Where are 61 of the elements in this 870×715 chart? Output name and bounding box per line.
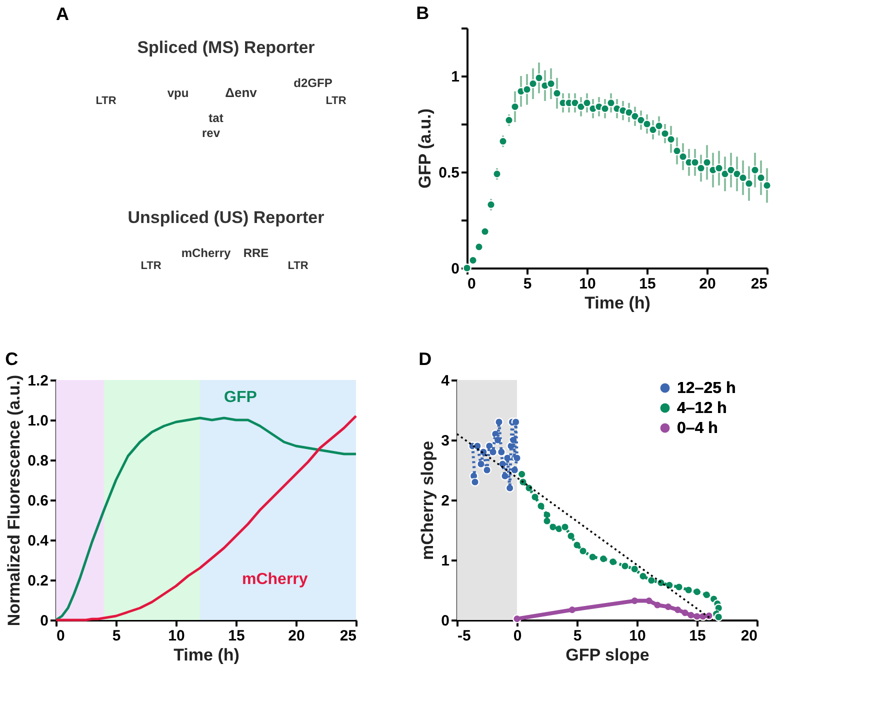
- y-tick-label: 0.8: [28, 452, 48, 470]
- text: tat: [208, 111, 224, 125]
- y-tick-label: 4: [441, 372, 450, 390]
- text: RRE: [243, 246, 269, 260]
- x-tick-label: 0: [513, 628, 522, 644]
- text: Unspliced (US) Reporter: [128, 208, 325, 227]
- y-tick-label: 0.6: [28, 492, 48, 510]
- y-tick-label: 0: [441, 612, 450, 630]
- x-tick-label: 15: [639, 276, 656, 292]
- x-axis-title: Time (h): [584, 294, 650, 312]
- x-tick-label: 10: [168, 628, 185, 644]
- y-tick-label: 2: [441, 492, 450, 510]
- y-tick-label: 0.2: [28, 572, 48, 590]
- text: rev: [202, 126, 220, 140]
- chart-title: D: [418, 349, 432, 369]
- chart-title: C: [5, 349, 18, 369]
- y-tick-label: 1.2: [28, 372, 48, 390]
- y-tick-label: 1: [451, 68, 460, 86]
- y-axis-title: GFP (a.u.): [416, 108, 435, 188]
- x-tick-label: 0: [468, 276, 476, 292]
- text: vpu: [167, 86, 189, 100]
- y-tick-label: 0: [451, 260, 460, 278]
- text: LTR: [140, 260, 162, 272]
- y-tick-label: 1.0: [28, 412, 48, 430]
- x-tick-label: 20: [288, 628, 305, 644]
- x-tick-label: 0: [56, 628, 65, 644]
- y-tick-label: 0.4: [28, 532, 50, 550]
- text: LTR: [96, 95, 116, 107]
- y-tick-label: 1: [441, 552, 450, 570]
- series-label: mCherry: [242, 571, 308, 588]
- x-tick-label: 10: [629, 628, 646, 644]
- x-tick-label: 5: [112, 628, 121, 644]
- text: LTR: [326, 95, 346, 107]
- x-tick-label: 10: [579, 276, 596, 292]
- x-tick-label: 25: [340, 628, 356, 644]
- x-tick-label: 5: [573, 628, 582, 644]
- x-tick-label: 20: [740, 628, 758, 644]
- series-label: GFP: [224, 388, 258, 406]
- legend-label: 0–4 h: [677, 420, 718, 437]
- x-tick-label: 15: [689, 628, 706, 644]
- x-axis-title: GFP slope: [566, 646, 650, 664]
- x-tick-label: 5: [523, 276, 532, 292]
- y-axis-title: mCherry slope: [418, 440, 438, 560]
- text: Spliced (MS) Reporter: [137, 38, 316, 57]
- x-tick-label: -5: [458, 628, 471, 644]
- text: A: [56, 4, 69, 24]
- chart-title: B: [416, 3, 430, 23]
- x-tick-label: 15: [228, 628, 245, 644]
- text: LTR: [288, 260, 308, 272]
- text: mCherry: [181, 246, 231, 260]
- text: d2GFP: [294, 76, 332, 90]
- text: Δenv: [225, 85, 258, 100]
- x-tick-label: 20: [699, 276, 716, 292]
- x-tick-label: 25: [750, 276, 768, 292]
- legend-label: 4–12 h: [677, 400, 727, 417]
- y-tick-label: 0: [40, 612, 48, 630]
- y-tick-label: 0.5: [438, 164, 460, 182]
- y-axis-title: Normalized Fluorescence (a.u.): [4, 374, 24, 626]
- legend-label: 12–25 h: [677, 380, 736, 397]
- x-axis-title: Time (h): [174, 646, 240, 664]
- y-tick-label: 3: [441, 432, 450, 450]
